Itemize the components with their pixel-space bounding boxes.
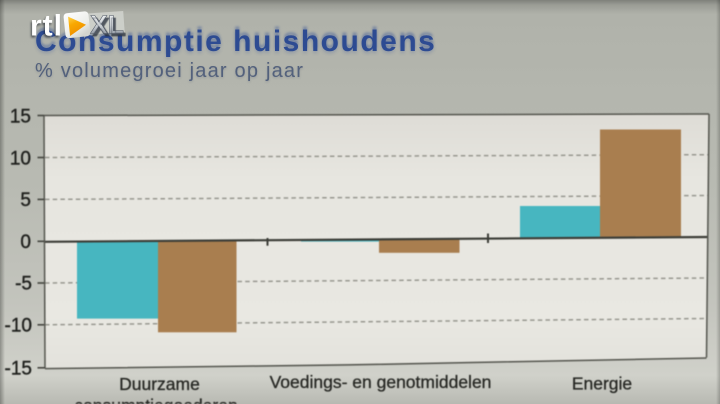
svg-text:Energie: Energie bbox=[572, 373, 632, 393]
svg-text:10: 10 bbox=[10, 148, 31, 169]
svg-text:-5: -5 bbox=[15, 274, 32, 295]
svg-text:-15: -15 bbox=[5, 359, 32, 380]
svg-text:-10: -10 bbox=[5, 316, 32, 337]
svg-text:consumptiegoederen: consumptiegoederen bbox=[74, 396, 237, 404]
svg-text:0: 0 bbox=[20, 232, 31, 253]
svg-text:Duurzame: Duurzame bbox=[119, 374, 200, 394]
svg-text:5: 5 bbox=[20, 190, 31, 211]
svg-text:rtl: rtl bbox=[30, 10, 63, 43]
svg-text:XL: XL bbox=[90, 12, 124, 40]
svg-text:15: 15 bbox=[10, 106, 31, 127]
svg-text:Voedings- en genotmiddelen: Voedings- en genotmiddelen bbox=[270, 372, 492, 392]
